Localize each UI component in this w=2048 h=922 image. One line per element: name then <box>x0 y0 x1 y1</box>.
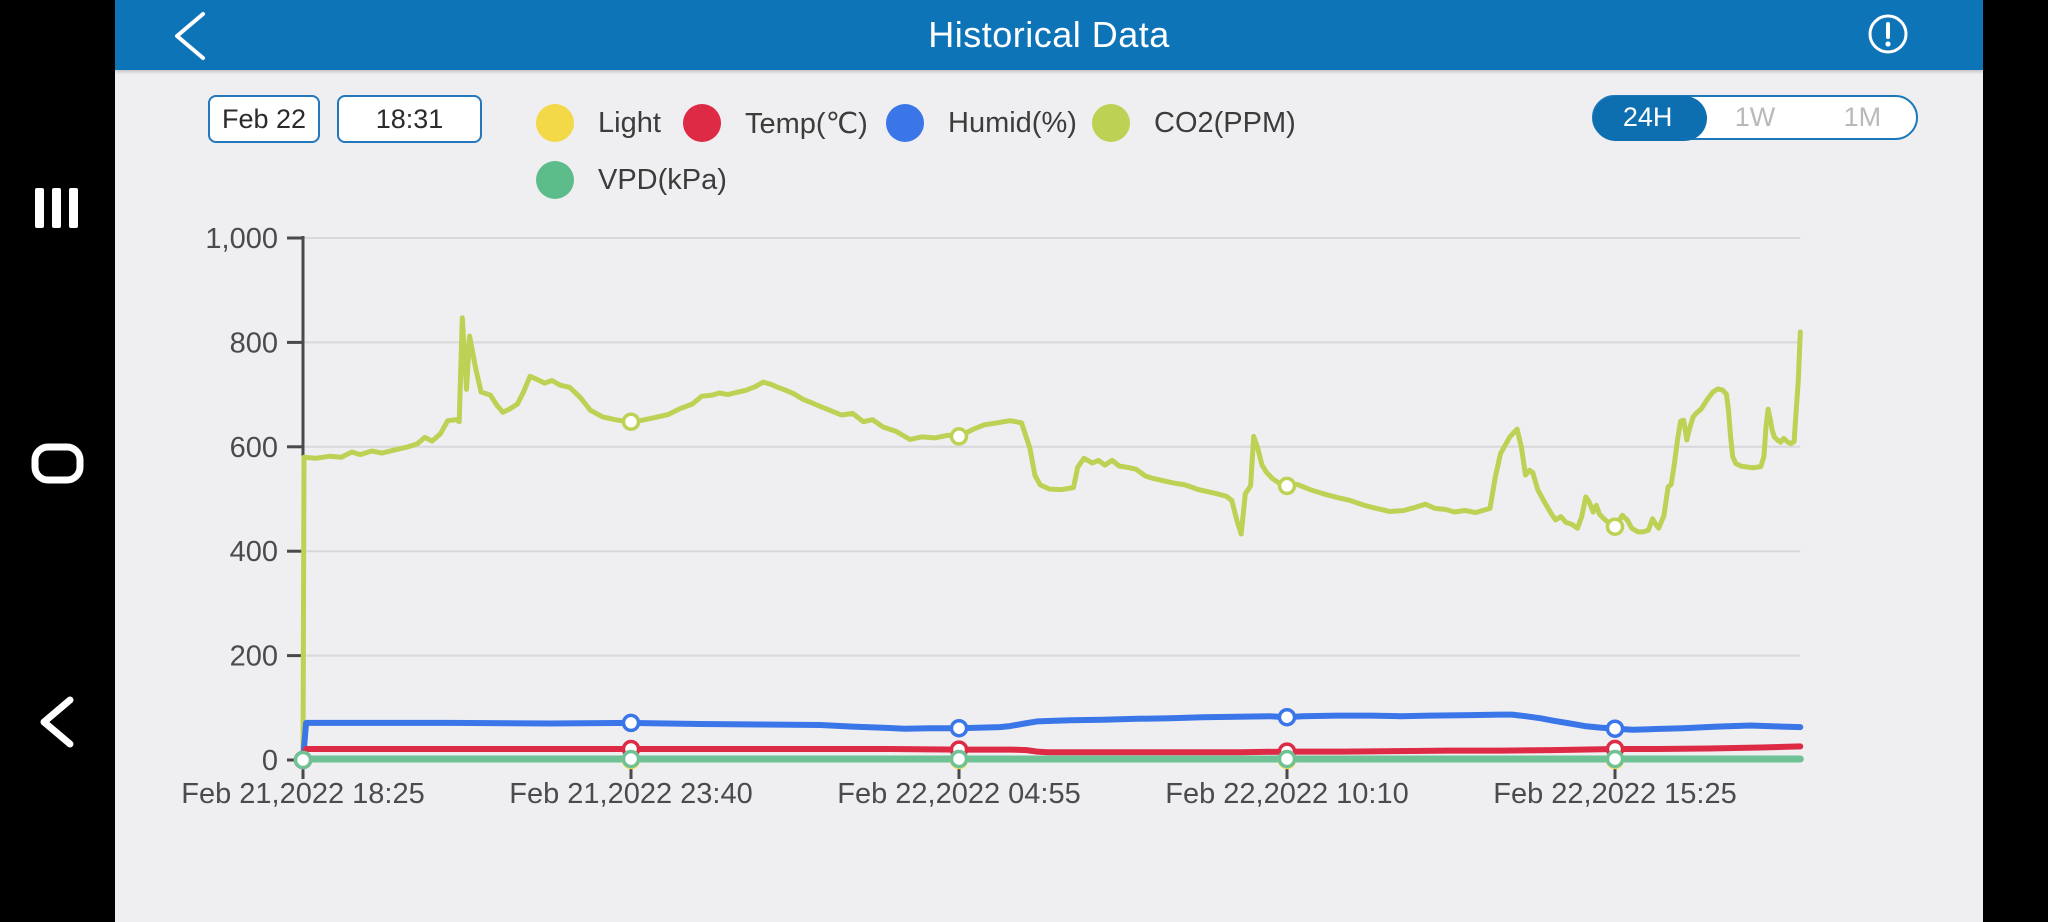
humid-legend-dot <box>886 104 924 142</box>
date-value: Feb 22 <box>221 103 307 134</box>
svg-text:Feb 22,2022 10:10: Feb 22,2022 10:10 <box>1165 778 1408 810</box>
svg-text:Feb 22,2022 04:55: Feb 22,2022 04:55 <box>837 778 1080 810</box>
co2-legend-dot <box>1092 104 1130 142</box>
back-chevron-icon <box>175 12 205 60</box>
page-title: Historical Data <box>928 14 1170 55</box>
legend-item-humid: Humid(%) <box>886 104 1077 142</box>
recent-apps-button[interactable] <box>0 148 115 268</box>
info-exclamation-icon <box>1868 14 1908 54</box>
home-button[interactable] <box>0 403 115 523</box>
legend-label: VPD(kPa) <box>598 163 727 196</box>
info-button[interactable] <box>1843 0 1933 70</box>
time-value: 18:31 <box>375 103 444 134</box>
svg-text:Feb 22,2022 15:25: Feb 22,2022 15:25 <box>1493 778 1736 810</box>
range-option-1m[interactable]: 1M <box>1843 102 1882 132</box>
legend-label: Light <box>598 106 661 139</box>
legend-label: CO2(PPM) <box>1154 106 1296 139</box>
time-picker[interactable]: 18:31 <box>337 95 482 143</box>
time-range-selector: 24H 1W 1M <box>1592 95 1918 141</box>
legend-item-co2: CO2(PPM) <box>1092 104 1296 142</box>
temp-legend-dot <box>683 104 721 142</box>
svg-text:600: 600 <box>230 432 278 464</box>
legend-item-vpd: VPD(kPa) <box>536 161 727 199</box>
svg-text:1,000: 1,000 <box>205 223 278 255</box>
back-button[interactable] <box>145 0 235 70</box>
legend-item-light: Light <box>536 104 661 142</box>
range-option-1w[interactable]: 1W <box>1734 102 1776 132</box>
legend-item-temp: Temp(℃) <box>683 104 868 142</box>
main-content: Historical Data Feb 22 18:31 <box>115 0 1983 922</box>
svg-text:Feb 21,2022 23:40: Feb 21,2022 23:40 <box>509 778 752 810</box>
range-option-24h[interactable]: 24H <box>1622 102 1673 132</box>
svg-text:800: 800 <box>230 327 278 359</box>
legend-label: Humid(%) <box>948 106 1077 139</box>
app-header: Historical Data <box>115 0 1983 70</box>
legend-label: Temp(℃) <box>745 107 868 140</box>
date-picker[interactable]: Feb 22 <box>208 95 320 143</box>
svg-text:400: 400 <box>230 536 278 568</box>
svg-text:200: 200 <box>230 641 278 673</box>
svg-text:0: 0 <box>262 745 278 777</box>
vpd-legend-dot <box>536 161 574 199</box>
selected-range-pill <box>1593 96 1707 141</box>
recent-apps-icon <box>35 188 78 228</box>
light-legend-dot <box>536 104 574 142</box>
android-nav-bar <box>0 0 115 922</box>
svg-text:Feb 21,2022 18:25: Feb 21,2022 18:25 <box>181 778 424 810</box>
android-back-button[interactable] <box>0 662 115 782</box>
home-icon <box>31 443 84 484</box>
android-back-icon <box>40 696 74 748</box>
